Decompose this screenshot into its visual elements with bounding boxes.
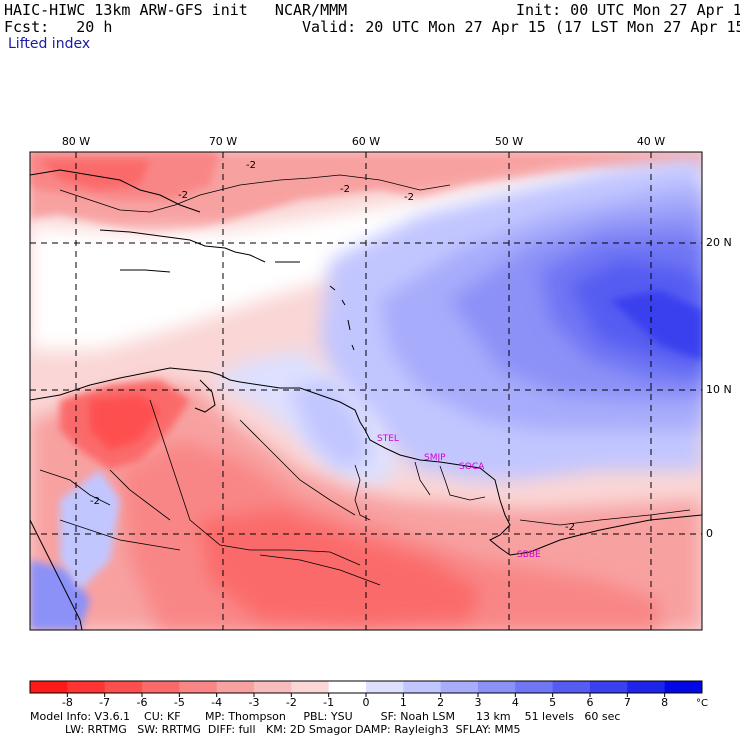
colorbar-swatch (216, 681, 255, 693)
colorbar-tick-label: -8 (62, 696, 73, 709)
colorbar-tick-label: 6 (587, 696, 594, 709)
colorbar-tick-label: 1 (400, 696, 407, 709)
colorbar-swatch (478, 681, 516, 693)
colorbar-tick-label: -1 (323, 696, 334, 709)
colorbar-swatch (664, 681, 703, 693)
station-labels: STEL SMJP SOCA SBBE (377, 434, 541, 560)
colorbar-tick-label: 4 (512, 696, 519, 709)
colorbar-swatch (590, 681, 628, 693)
colorbar-tick-label: -5 (174, 696, 185, 709)
lon-label-40w: 40 W (636, 135, 666, 148)
lat-label-0: 0 (706, 527, 713, 540)
colorbar-tick-label: 0 (363, 696, 370, 709)
country-borders (59, 399, 486, 566)
colorbar-swatch (67, 681, 106, 693)
colorbar-swatch (552, 681, 591, 693)
colorbar-swatch (515, 681, 554, 693)
map-frame (29, 151, 703, 631)
contour-label: -2 (90, 496, 100, 507)
contour-label: -2 (340, 184, 350, 195)
colorbar-tick-label: -2 (286, 696, 297, 709)
colorbar-tick-label: 8 (661, 696, 668, 709)
station-label-sbbe: SBBE (517, 550, 541, 560)
contour-labels: -2 -2 -2 -2 -2 -2 (90, 160, 575, 533)
colorbar-tick-label: -6 (137, 696, 148, 709)
contour-label: -2 (246, 160, 256, 171)
station-label-stel: STEL (377, 434, 399, 444)
colorbar-swatch (30, 681, 68, 693)
colorbar-swatch (403, 681, 442, 693)
colorbar-swatch (179, 681, 218, 693)
station-label-soca: SOCA (459, 462, 485, 472)
plot-title: HAIC-HIWC 13km ARW-GFS init NCAR/MMM (4, 1, 348, 19)
colorbar-tick-label: 3 (475, 696, 482, 709)
init-time: Init: 00 UTC Mon 27 Apr 15 (516, 1, 740, 19)
lat-label-10n: 10 N (706, 383, 732, 396)
colorbar-swatch (328, 681, 367, 693)
forecast-hour: Fcst: 20 h (4, 18, 113, 36)
lon-label-50w: 50 W (494, 135, 524, 148)
colorbar-swatch (366, 681, 404, 693)
colorbar-swatch (104, 681, 143, 693)
colorbar-tick-label: 2 (437, 696, 444, 709)
colorbar-tick-label: 5 (549, 696, 556, 709)
lat-label-20n: 20 N (706, 236, 732, 249)
station-label-smjp: SMJP (424, 453, 446, 463)
colorbar-unit: °C (696, 698, 708, 709)
colorbar-tick-label: -4 (211, 696, 222, 709)
colorbar-swatch (440, 681, 479, 693)
colorbar: -8 -7 -6 -5 -4 -3 -2 -1 0 1 2 3 4 5 6 7 8 °C (29, 680, 708, 709)
valid-time: Valid: 20 UTC Mon 27 Apr 15 (17 LST Mon … (302, 18, 740, 36)
contour-label: -2 (404, 192, 414, 203)
lon-label-60w: 60 W (351, 135, 381, 148)
graticule (30, 152, 702, 630)
contour-lines (39, 174, 691, 586)
colorbar-swatch (142, 681, 180, 693)
colorbar-tick-label: 7 (624, 696, 631, 709)
colorbar-tick-label: -3 (249, 696, 260, 709)
contour-label: -2 (178, 190, 188, 201)
colorbar-swatch (291, 681, 330, 693)
lon-label-70w: 70 W (208, 135, 238, 148)
contour-label: -2 (565, 522, 575, 533)
colorbar-swatch (627, 681, 666, 693)
model-info-line1: Model Info: V3.6.1 CU: KF MP: Thompson P… (30, 710, 621, 723)
model-info-line2: LW: RRTMG SW: RRTMG DIFF: full KM: 2D Sm… (30, 723, 521, 736)
colorbar-tick-label: -7 (99, 696, 110, 709)
field-name: Lifted index (8, 36, 91, 52)
lon-label-80w: 80 W (61, 135, 91, 148)
colorbar-swatch (254, 681, 292, 693)
